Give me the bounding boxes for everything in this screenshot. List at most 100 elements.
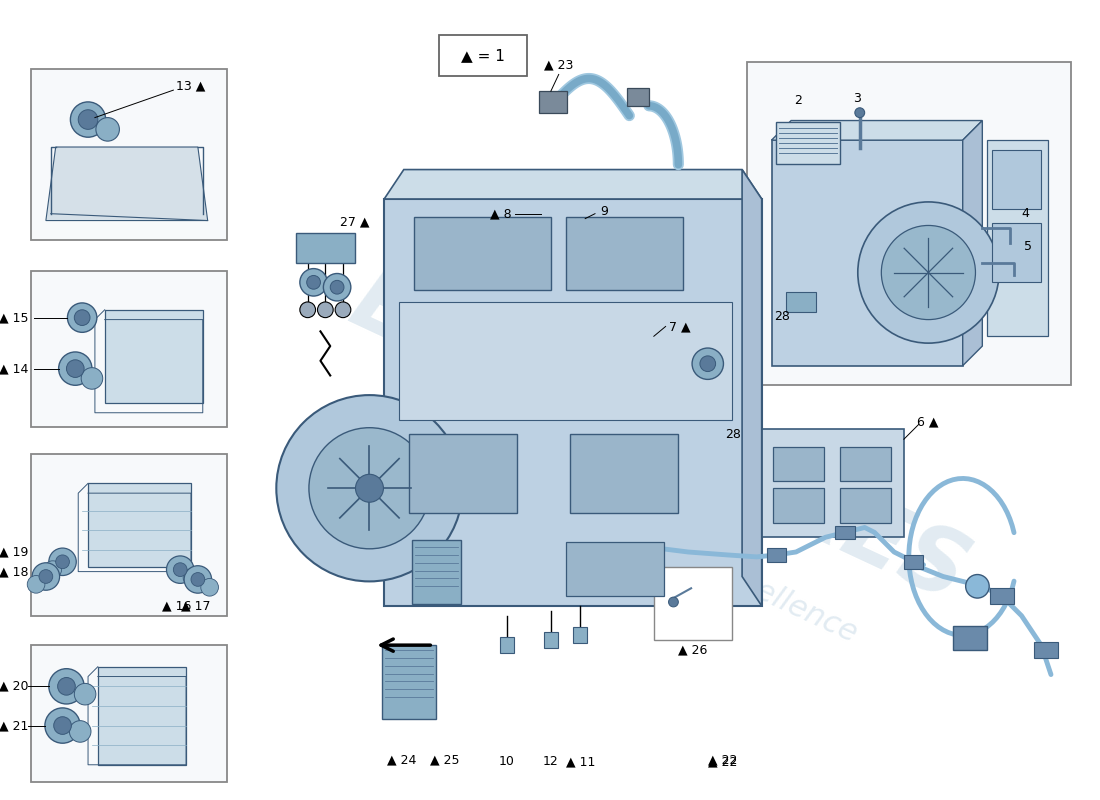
Circle shape <box>307 275 320 289</box>
Bar <box>773 447 825 482</box>
Bar <box>953 626 987 650</box>
Text: 9: 9 <box>600 206 608 218</box>
Text: ▲ 18: ▲ 18 <box>0 565 29 578</box>
Bar <box>88 483 191 566</box>
Bar <box>747 62 1070 386</box>
Circle shape <box>184 566 211 593</box>
Bar <box>31 69 228 240</box>
Text: ▲ 25: ▲ 25 <box>430 753 460 766</box>
Bar <box>990 588 1014 604</box>
Text: ▲ 11: ▲ 11 <box>565 755 595 768</box>
Bar <box>904 555 924 569</box>
Bar <box>835 526 855 539</box>
Bar <box>761 430 904 538</box>
Text: ▲ 15: ▲ 15 <box>0 311 29 324</box>
Text: 28: 28 <box>774 310 790 323</box>
Circle shape <box>39 570 53 583</box>
Bar <box>767 548 786 562</box>
Text: EUROSPARES: EUROSPARES <box>337 258 981 621</box>
Bar <box>414 217 551 290</box>
Text: ▲ 23: ▲ 23 <box>544 58 573 71</box>
Polygon shape <box>771 121 982 140</box>
Bar <box>409 434 517 513</box>
Polygon shape <box>46 147 208 221</box>
Bar <box>773 488 825 522</box>
Circle shape <box>966 574 989 598</box>
Text: ▲ 22: ▲ 22 <box>707 753 737 766</box>
Bar <box>627 88 649 106</box>
Circle shape <box>48 548 76 575</box>
Circle shape <box>300 269 328 296</box>
Text: ▲ 20: ▲ 20 <box>0 680 29 693</box>
Text: ▲ 14: ▲ 14 <box>0 362 29 375</box>
Bar <box>571 434 679 513</box>
Circle shape <box>75 683 96 705</box>
Text: 3: 3 <box>852 93 861 106</box>
Polygon shape <box>962 121 982 366</box>
Text: 4: 4 <box>1022 207 1030 220</box>
Polygon shape <box>742 170 761 606</box>
Text: 27 ▲: 27 ▲ <box>340 215 370 228</box>
Circle shape <box>58 352 92 386</box>
Circle shape <box>54 717 72 734</box>
Circle shape <box>330 280 344 294</box>
Circle shape <box>174 562 187 577</box>
Bar <box>382 645 436 718</box>
Circle shape <box>692 348 724 379</box>
Circle shape <box>69 721 91 742</box>
Circle shape <box>355 474 384 502</box>
Circle shape <box>78 110 98 130</box>
Circle shape <box>48 669 84 704</box>
Circle shape <box>44 561 62 578</box>
Circle shape <box>276 395 463 582</box>
Bar <box>399 302 733 420</box>
Circle shape <box>28 575 45 593</box>
Circle shape <box>669 597 679 607</box>
Bar <box>439 35 527 77</box>
Bar <box>296 234 355 262</box>
Circle shape <box>70 102 106 138</box>
Bar <box>98 666 186 765</box>
Bar <box>987 140 1048 336</box>
Bar <box>1034 642 1058 658</box>
Text: a passion for excellence: a passion for excellence <box>515 466 861 648</box>
Bar <box>544 632 558 648</box>
Circle shape <box>81 368 102 390</box>
Text: ▲ = 1: ▲ = 1 <box>461 48 505 63</box>
Circle shape <box>700 356 716 371</box>
Text: 6 ▲: 6 ▲ <box>916 415 938 428</box>
Bar <box>777 122 840 164</box>
Bar <box>992 223 1042 282</box>
Bar <box>840 488 891 522</box>
Bar <box>771 140 962 366</box>
Circle shape <box>855 108 865 118</box>
Circle shape <box>858 202 999 343</box>
Circle shape <box>191 573 205 586</box>
Circle shape <box>45 708 80 743</box>
Circle shape <box>32 562 59 590</box>
Bar <box>411 540 461 604</box>
Text: ▲ 16: ▲ 16 <box>162 599 191 612</box>
Text: ▲ 24: ▲ 24 <box>387 753 417 766</box>
Bar <box>104 310 202 403</box>
Circle shape <box>75 310 90 326</box>
Bar <box>31 270 228 427</box>
Circle shape <box>881 226 976 319</box>
Circle shape <box>309 428 430 549</box>
Circle shape <box>300 302 316 318</box>
Text: 7 ▲: 7 ▲ <box>669 320 690 333</box>
Bar <box>499 638 514 653</box>
Bar <box>992 150 1042 209</box>
Circle shape <box>57 678 75 695</box>
Bar <box>384 199 761 606</box>
Circle shape <box>56 555 69 569</box>
Bar <box>31 454 228 616</box>
Circle shape <box>336 302 351 318</box>
Bar <box>31 645 228 782</box>
Text: ▲ 26: ▲ 26 <box>679 643 707 656</box>
Text: ▲ 19: ▲ 19 <box>0 546 29 558</box>
Bar <box>539 91 566 113</box>
Text: ▲ 21: ▲ 21 <box>0 719 29 732</box>
Circle shape <box>96 118 120 141</box>
Text: 2: 2 <box>794 94 802 107</box>
